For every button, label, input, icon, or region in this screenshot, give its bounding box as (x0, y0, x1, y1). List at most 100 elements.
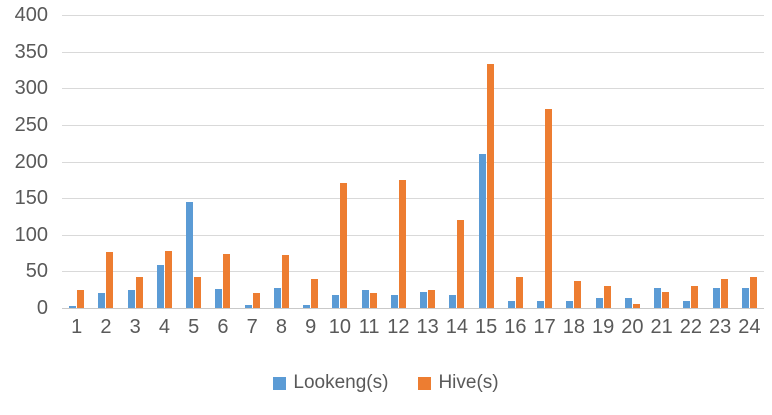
x-tick-label-1: 1 (71, 316, 83, 338)
bar-group-22 (676, 15, 705, 308)
x-axis-tick-labels: 1 2 3 4 5 6 7 8 9 10 11 12 13 14 15 16 17 18 19 20 21 22 23 24 (62, 316, 764, 339)
bar-lookengs-10 (332, 294, 340, 308)
x-tick-label-22: 22 (679, 316, 702, 338)
bar-group-23 (706, 15, 735, 308)
bar-hives-20 (632, 304, 640, 308)
bar-hives-10 (340, 183, 348, 308)
bar-group-5 (179, 15, 208, 308)
bar-hives-11 (369, 293, 377, 308)
bar-lookengs-23 (712, 287, 720, 308)
bar-group-6 (208, 15, 237, 308)
bar-hives-14 (457, 220, 465, 308)
bar-group-7 (238, 15, 267, 308)
bar-hives-21 (662, 291, 670, 308)
legend-item-hives: Hive(s) (418, 372, 499, 394)
x-tick-label-21: 21 (650, 316, 673, 338)
y-tick-label-300: 300 (14, 77, 48, 100)
gridline-350 (62, 51, 764, 53)
bar-lookengs-1 (69, 305, 77, 308)
bar-hives-5 (194, 277, 202, 308)
x-tick-label-13: 13 (416, 316, 439, 338)
gridline-300 (62, 88, 764, 90)
bar-group-10 (325, 15, 354, 308)
gridline-50 (62, 271, 764, 273)
x-tick-label-16: 16 (504, 316, 527, 338)
bar-lookengs-13 (420, 291, 428, 308)
bar-hives-22 (691, 286, 699, 308)
x-tick-label-11: 11 (358, 316, 380, 338)
bar-hives-18 (574, 280, 582, 308)
x-tick-label-5: 5 (188, 316, 200, 338)
bar-lookengs-14 (449, 294, 457, 308)
y-tick-label-200: 200 (14, 150, 48, 173)
bar-group-9 (296, 15, 325, 308)
bar-lookengs-17 (537, 300, 545, 308)
x-tick-label-19: 19 (592, 316, 615, 338)
x-tick-label-23: 23 (709, 316, 732, 338)
gridline-100 (62, 234, 764, 236)
bar-lookengs-9 (303, 305, 311, 308)
bar-hives-23 (720, 278, 728, 308)
bar-lookengs-4 (156, 264, 164, 308)
legend-swatch-icon (273, 376, 287, 390)
bar-hives-12 (398, 179, 406, 308)
bar-lookengs-21 (654, 288, 662, 308)
y-tick-label-350: 350 (14, 40, 48, 63)
bar-group-12 (384, 15, 413, 308)
x-tick-label-7: 7 (246, 316, 258, 338)
legend-item-lookengs: Lookeng(s) (273, 372, 388, 394)
bar-hives-1 (77, 289, 85, 308)
y-tick-label-100: 100 (14, 223, 48, 246)
bar-group-20 (618, 15, 647, 308)
y-tick-label-250: 250 (14, 113, 48, 136)
gridline-250 (62, 124, 764, 126)
bar-hives-6 (223, 253, 231, 308)
x-tick-label-20: 20 (621, 316, 644, 338)
x-tick-label-4: 4 (158, 316, 170, 338)
x-tick-label-15: 15 (475, 316, 498, 338)
bar-group-1 (62, 15, 91, 308)
legend-label: Lookeng(s) (293, 372, 389, 393)
bar-hives-24 (749, 277, 757, 308)
bar-lookengs-15 (478, 154, 486, 308)
gridline-200 (62, 161, 764, 163)
x-tick-label-2: 2 (100, 316, 112, 338)
y-tick-label-150: 150 (14, 187, 48, 210)
bar-group-24 (735, 15, 764, 308)
bar-lookengs-3 (127, 289, 135, 308)
legend: Lookeng(s) Hive(s) (0, 372, 772, 394)
x-tick-label-3: 3 (129, 316, 141, 338)
bar-hives-19 (603, 286, 611, 308)
bar-lookengs-12 (390, 294, 398, 308)
bar-group-14 (442, 15, 471, 308)
bar-lookengs-5 (186, 201, 194, 308)
bar-lookengs-24 (741, 287, 749, 308)
gridline-0 (62, 308, 764, 309)
bar-group-15 (472, 15, 501, 308)
x-tick-label-14: 14 (445, 316, 468, 338)
y-tick-label-50: 50 (25, 260, 48, 283)
x-tick-label-6: 6 (217, 316, 229, 338)
bar-group-4 (150, 15, 179, 308)
bar-group-16 (501, 15, 530, 308)
legend-swatch-icon (418, 376, 432, 390)
bar-group-3 (121, 15, 150, 308)
bar-lookengs-2 (98, 292, 106, 308)
bar-hives-7 (252, 293, 260, 308)
x-tick-label-12: 12 (387, 316, 410, 338)
bar-hives-17 (545, 108, 553, 308)
bar-hives-3 (135, 276, 143, 308)
x-tick-label-17: 17 (533, 316, 556, 338)
bar-lookengs-8 (273, 287, 281, 308)
gridline-400 (62, 15, 764, 16)
bar-lookengs-6 (215, 288, 223, 308)
x-tick-label-24: 24 (738, 316, 761, 338)
bar-series-container (62, 15, 764, 308)
bar-hives-9 (311, 278, 319, 308)
x-tick-label-10: 10 (328, 316, 351, 338)
bar-lookengs-22 (683, 301, 691, 308)
bar-group-18 (559, 15, 588, 308)
bar-hives-15 (486, 64, 494, 308)
y-tick-label-0: 0 (36, 297, 48, 319)
x-tick-label-9: 9 (305, 316, 317, 338)
